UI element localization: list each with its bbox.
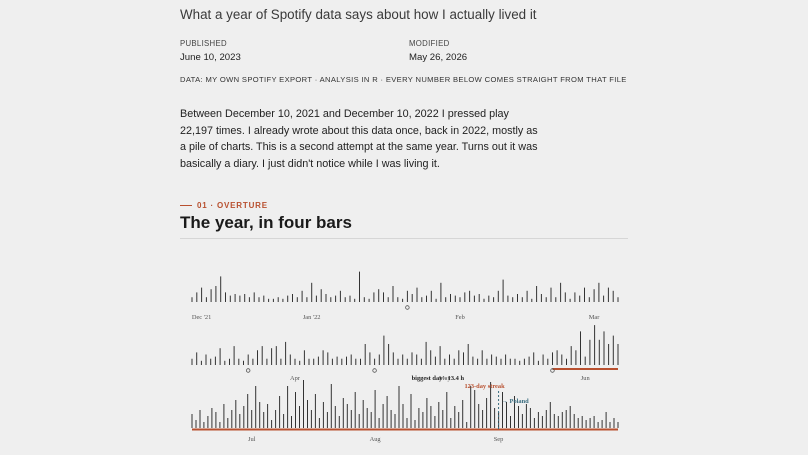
month-tick-label: Jul — [248, 436, 256, 443]
month-tick-label: Apr — [290, 375, 301, 382]
month-tick-label: Aug — [370, 436, 382, 443]
gap-marker — [372, 368, 377, 373]
section-kicker-text: 01 · OVERTURE — [197, 201, 268, 210]
kicker-rule — [180, 205, 192, 207]
month-tick-label: Feb — [455, 314, 465, 321]
modified-label: MODIFIED — [409, 39, 450, 48]
modified-date: May 26, 2026 — [409, 52, 468, 63]
section-kicker: 01 · OVERTURE — [180, 201, 268, 210]
month-tick-label: Dec '21 — [192, 314, 211, 321]
section-title: The year, in four bars — [180, 213, 352, 232]
article-subtitle: What a year of Spotify data says about h… — [180, 7, 537, 22]
gap-marker — [405, 305, 410, 310]
month-tick-label: Jan '22 — [303, 314, 321, 321]
streak-annotation: 123-day streak — [464, 383, 505, 390]
data-source-line: DATA: MY OWN SPOTIFY EXPORT · ANALYSIS I… — [180, 75, 627, 84]
month-tick-label: Mar — [589, 314, 601, 321]
month-tick-label: Jun — [581, 375, 591, 382]
gap-marker — [550, 368, 555, 373]
section-divider — [180, 238, 628, 239]
month-tick-label: May — [439, 375, 452, 382]
month-tick-label: Sep — [494, 436, 504, 443]
intro-paragraph: Between December 10, 2021 and December 1… — [180, 108, 538, 170]
published-label: PUBLISHED — [180, 39, 227, 48]
biggest-day-annotation: biggest day · 13.4 h — [412, 375, 465, 382]
gap-marker — [245, 368, 251, 373]
poland-annotation: → Poland — [502, 398, 530, 405]
published-date: June 10, 2023 — [180, 52, 241, 63]
